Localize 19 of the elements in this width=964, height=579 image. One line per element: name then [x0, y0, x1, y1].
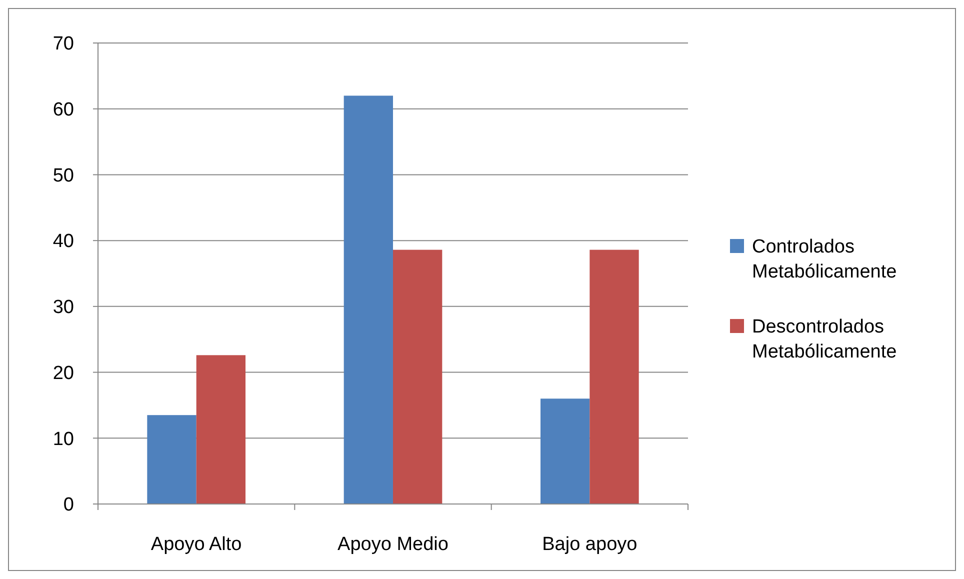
- bar: [393, 250, 442, 504]
- bar: [147, 415, 196, 504]
- bar: [590, 250, 639, 504]
- x-tick-label: Apoyo Medio: [338, 534, 448, 555]
- x-tick-label: Apoyo Alto: [150, 534, 242, 555]
- legend-label: Controlados Metabólicamente: [752, 236, 897, 282]
- y-tick-label: 40: [52, 231, 74, 252]
- bar: [196, 355, 246, 504]
- y-tick-label: 20: [52, 362, 74, 384]
- x-tick-label: Bajo apoyo: [542, 534, 638, 555]
- y-tick-label: 60: [52, 100, 74, 121]
- y-tick-label: 70: [52, 34, 74, 55]
- legend-label: Descontrolados Metabólicamente: [752, 316, 897, 362]
- y-tick-label: 10: [52, 428, 74, 450]
- y-tick-label: 0: [63, 494, 74, 516]
- y-tick-label: 30: [52, 297, 74, 318]
- bar: [344, 96, 393, 504]
- y-tick-label: 50: [52, 165, 74, 186]
- bar: [540, 398, 590, 504]
